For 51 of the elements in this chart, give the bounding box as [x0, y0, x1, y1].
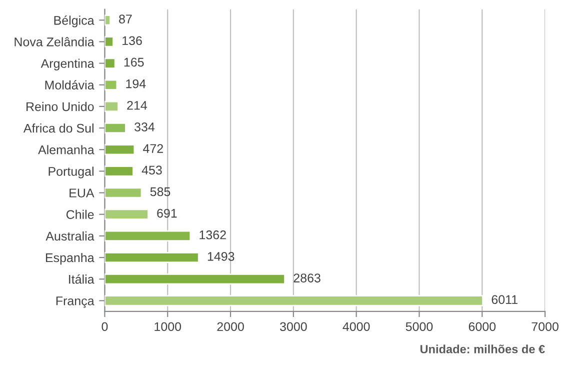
x-tick-label: 0 [102, 322, 108, 332]
x-tick-label: 1000 [154, 322, 182, 332]
y-tick-label: Africa do Sul [23, 123, 94, 133]
bar [104, 208, 149, 220]
x-tick-label: 5000 [406, 322, 433, 332]
x-tick-label: 7000 [532, 322, 558, 332]
data-label: 585 [150, 187, 170, 196]
y-tick-label: Alemanha [38, 145, 94, 154]
y-tick-label: Itália [69, 274, 94, 284]
data-label: 194 [126, 79, 146, 88]
y-tick-label: Reino Unido [26, 102, 94, 112]
bar [104, 295, 484, 306]
data-label: 334 [134, 122, 155, 132]
data-label: 6011 [492, 295, 518, 304]
bar [104, 100, 119, 112]
y-tick-label: EUA [70, 188, 94, 198]
bar [104, 230, 192, 242]
y-tick-label: Espanha [46, 252, 94, 265]
bar [104, 166, 134, 177]
x-tick-label: 4000 [342, 322, 370, 332]
data-label: 472 [143, 144, 163, 153]
bar [104, 14, 111, 26]
data-label: 136 [122, 36, 142, 46]
y-tick-label: Chile [66, 210, 94, 219]
data-label: 87 [119, 14, 132, 24]
data-label: 691 [157, 208, 177, 218]
y-tick-label: Portugal [48, 166, 94, 178]
bar [104, 58, 116, 69]
y-tick-label: Bélgica [54, 16, 94, 28]
bar [104, 122, 126, 134]
bar [104, 79, 118, 90]
x-tick-label: 3000 [280, 322, 307, 332]
y-tick-label: Argentina [40, 58, 94, 70]
x-tick-label: 6000 [468, 322, 496, 332]
data-label: 2863 [294, 274, 320, 282]
data-label: 1493 [208, 252, 234, 261]
x-tick-label: 2000 [217, 322, 244, 332]
bar [104, 187, 142, 198]
data-label: 214 [127, 100, 147, 110]
y-tick-label: França [56, 296, 94, 308]
bar [104, 36, 114, 48]
bar [104, 274, 286, 285]
bar [104, 144, 136, 156]
bar [104, 252, 200, 264]
y-tick-label: Nova Zelândia [14, 37, 94, 46]
y-tick-label: Moldávia [45, 80, 94, 90]
data-label: 1362 [200, 230, 226, 240]
y-tick-label: Australia [46, 231, 94, 241]
data-label: 165 [124, 58, 144, 67]
data-label: 453 [142, 166, 162, 175]
x-axis-title: Unidade: milhões de € [420, 344, 545, 354]
